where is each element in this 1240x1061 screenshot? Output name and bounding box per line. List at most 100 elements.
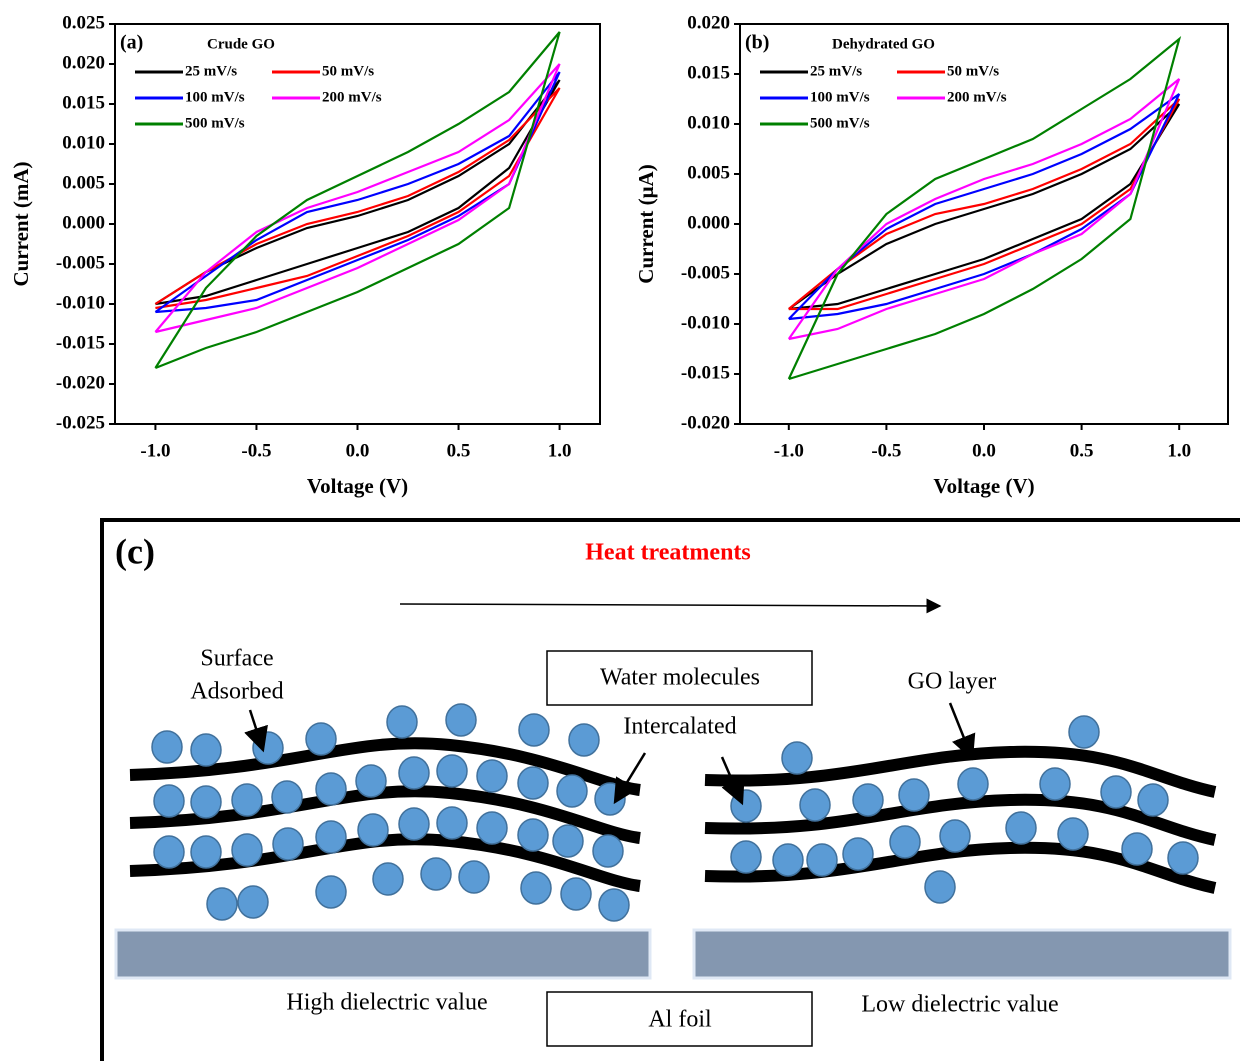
legend-label: 100 mV/s: [185, 89, 245, 105]
water-molecule: [799, 788, 831, 822]
cv-curve: [788, 93, 1181, 321]
cv-curve: [154, 79, 561, 306]
legend-label: 500 mV/s: [185, 115, 245, 131]
cv-curve: [788, 98, 1181, 311]
y-tick-label: 0.000: [62, 212, 105, 233]
water-molecule: [398, 756, 430, 790]
water-molecule: [1005, 811, 1037, 845]
water-molecule: [556, 774, 588, 808]
water-molecule: [517, 818, 549, 852]
water-molecule: [842, 837, 874, 871]
legend-label: 50 mV/s: [947, 63, 999, 79]
water-molecule: [231, 833, 263, 867]
y-tick-label: -0.005: [56, 252, 105, 273]
water-label: Water molecules: [600, 665, 760, 691]
x-tick-label: 0.5: [447, 440, 471, 461]
water-molecule: [151, 730, 183, 764]
y-tick-label: -0.020: [56, 372, 105, 393]
chart: -0.025 -0.020 -0.015 -0.010 -0.005 0.000 0.005…: [9, 12, 601, 498]
water-molecule: [594, 782, 626, 816]
water-molecule: [518, 713, 550, 747]
chart: -0.020-0.015-0.010-0.0050.0000.0050.0100…: [634, 12, 1229, 498]
y-tick-label: -0.010: [56, 292, 105, 313]
water-molecule: [315, 772, 347, 806]
legend-label: 25 mV/s: [810, 63, 862, 79]
water-molecule: [305, 722, 337, 756]
water-molecule: [153, 835, 185, 869]
cv-curve: [154, 87, 561, 310]
y-axis-label: Current (mA): [9, 161, 33, 286]
water-molecule: [436, 754, 468, 788]
al-foil: [692, 928, 1232, 980]
y-tick-label: 0.025: [62, 12, 105, 33]
water-molecule: [1100, 775, 1132, 809]
y-tick-label: 0.000: [687, 212, 730, 233]
foil-label: Al foil: [648, 1007, 712, 1033]
go-layer: [704, 841, 1217, 894]
go-label: GO layer: [908, 669, 997, 695]
x-tick-label: 0.5: [1070, 440, 1094, 461]
water-molecule: [772, 843, 804, 877]
water-molecule: [315, 875, 347, 909]
water-molecule: [436, 806, 468, 840]
water-molecule: [398, 807, 430, 841]
cv-curve: [787, 35, 1182, 381]
water-molecule: [957, 767, 989, 801]
go-layers: [129, 737, 1217, 894]
y-tick-label: -0.015: [681, 362, 730, 383]
water-molecule: [231, 783, 263, 817]
water-molecule: [445, 703, 477, 737]
go-layer: [129, 737, 641, 796]
water-molecule: [1068, 715, 1100, 749]
water-molecule: [153, 784, 185, 818]
water-molecule: [372, 862, 404, 896]
water-molecule: [315, 820, 347, 854]
water-molecule: [458, 860, 490, 894]
cv-curve: [787, 78, 1181, 341]
x-tick-label: 0.0: [346, 440, 370, 461]
x-tick-label: -0.5: [871, 440, 901, 461]
water-molecule: [898, 778, 930, 812]
legend-label: 500 mV/s: [810, 115, 870, 131]
water-molecule: [806, 843, 838, 877]
y-tick-label: 0.010: [687, 112, 730, 133]
water-molecule: [355, 764, 387, 798]
diagram-title: Heat treatments: [585, 540, 751, 566]
water-box: [546, 650, 813, 706]
legend-label: 100 mV/s: [810, 89, 870, 105]
water-molecule: [568, 723, 600, 757]
heat-arrow: [399, 598, 942, 614]
water-molecule: [237, 885, 269, 919]
y-tick-label: 0.005: [62, 172, 105, 193]
diagram-frame: [100, 518, 1240, 1061]
water-molecule: [924, 870, 956, 904]
y-axis-label: Current (μA): [634, 164, 658, 283]
water-molecule: [939, 819, 971, 853]
foil-box: [546, 991, 813, 1047]
y-tick-label: 0.020: [687, 12, 730, 33]
y-tick-label: 0.020: [62, 52, 105, 73]
legend-label: 50 mV/s: [322, 63, 374, 79]
water-molecule: [1137, 783, 1169, 817]
y-tick-label: -0.020: [681, 412, 730, 433]
water-molecule: [190, 733, 222, 767]
water-molecule: [1121, 832, 1153, 866]
y-tick-label: 0.015: [62, 92, 105, 113]
legend-label: 200 mV/s: [947, 89, 1007, 105]
x-tick-label: 1.0: [548, 440, 572, 461]
pointers: [244, 702, 976, 806]
cv-curve: [154, 31, 561, 370]
y-tick-label: 0.015: [687, 62, 730, 83]
al-foil: [114, 928, 652, 980]
panel-label: (b): [745, 32, 769, 54]
water-molecule: [889, 825, 921, 859]
water-molecule: [476, 759, 508, 793]
intercalated-label: Intercalated: [623, 714, 736, 740]
plot-frame: [739, 23, 1229, 425]
water-molecule: [852, 783, 884, 817]
y-tick-label: -0.005: [681, 262, 730, 283]
water-molecule: [730, 789, 762, 823]
cv-curve: [788, 103, 1181, 311]
water-molecule: [357, 813, 389, 847]
